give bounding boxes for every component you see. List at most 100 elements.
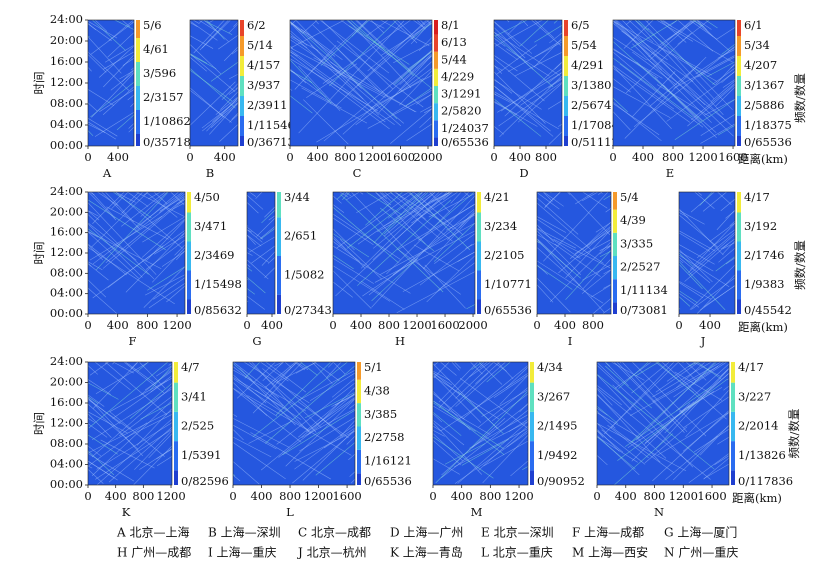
trajectory <box>618 362 649 389</box>
trajectory <box>433 440 462 466</box>
colorbar-label: 1/17084 <box>571 118 619 132</box>
trajectory <box>135 192 185 217</box>
trajectory <box>141 218 185 258</box>
trajectory <box>652 362 722 402</box>
trajectory <box>105 197 185 264</box>
colorbar-label: 3/1291 <box>441 87 481 101</box>
trajectory <box>233 362 253 381</box>
colorbar-segment <box>613 209 617 233</box>
trajectory <box>700 123 735 144</box>
trajectory <box>494 42 518 61</box>
panel-title: N <box>654 505 664 519</box>
trajectory <box>440 372 528 431</box>
trajectory <box>367 20 385 29</box>
trajectory <box>506 48 550 77</box>
trajectory <box>351 20 368 37</box>
y-tick-label: 00:00 <box>50 138 83 152</box>
trajectory <box>333 204 345 213</box>
colorbar-segment <box>530 441 534 471</box>
y-tick-label: 24:00 <box>50 354 83 368</box>
trajectory <box>383 192 429 235</box>
trajectory <box>605 365 652 409</box>
trajectory <box>433 420 465 446</box>
trajectory <box>548 78 562 89</box>
trajectory <box>377 192 452 233</box>
trajectory <box>248 362 322 428</box>
trajectory <box>264 362 297 397</box>
trajectory <box>212 97 238 123</box>
colorbar-segment <box>434 20 438 35</box>
trajectory <box>323 49 432 142</box>
trajectory <box>613 51 667 98</box>
trajectory <box>495 20 528 37</box>
trajectory <box>125 231 185 293</box>
trajectory <box>623 20 654 49</box>
x-tick-label: 400 <box>699 318 721 332</box>
trajectory <box>290 35 319 51</box>
x-tick-label: 0 <box>593 489 600 503</box>
trajectory <box>679 282 704 299</box>
trajectory <box>461 438 509 466</box>
trajectory <box>428 193 475 218</box>
trajectory <box>576 239 611 259</box>
trajectory <box>720 198 735 212</box>
trajectory <box>116 114 134 131</box>
trajectory <box>299 362 318 376</box>
trajectory <box>223 46 238 62</box>
trajectory <box>96 418 172 485</box>
trajectory <box>360 280 405 310</box>
colorbar-segment <box>613 232 617 256</box>
trajectory <box>233 366 284 407</box>
trajectory <box>715 256 735 272</box>
trajectory <box>494 21 521 47</box>
trajectory <box>290 95 313 114</box>
trajectory <box>290 79 342 109</box>
route-legend: F 上海—成都 <box>572 525 644 540</box>
colorbar-label: 0/85632 <box>194 303 242 317</box>
trajectory <box>132 192 183 231</box>
trajectory <box>399 70 432 106</box>
trajectory <box>537 192 560 210</box>
trajectory <box>692 362 728 386</box>
trajectory <box>438 362 479 403</box>
colorbar-label: 4/21 <box>484 190 510 204</box>
trajectory <box>367 93 432 129</box>
plot-frame <box>596 361 730 486</box>
trajectories <box>537 192 611 314</box>
colorbar-segment <box>174 362 178 383</box>
colorbar-label: 0/65536 <box>484 303 532 317</box>
trajectory <box>387 192 423 219</box>
trajectory <box>633 45 735 127</box>
y-tick-label: 00:00 <box>50 306 83 320</box>
y-tick-label: 24:00 <box>50 184 83 198</box>
colorbar-label: 3/234 <box>484 219 517 233</box>
trajectory <box>190 20 218 41</box>
colorbar-segment <box>731 382 735 412</box>
x-tick-label: 1200 <box>402 318 431 332</box>
trajectory <box>478 425 528 471</box>
trajectory <box>673 55 735 89</box>
trajectory <box>259 362 289 382</box>
trajectory <box>712 67 735 85</box>
colorbar-label: 0/65536 <box>364 474 412 488</box>
x-tick-label: 400 <box>261 318 283 332</box>
trajectory <box>597 364 669 431</box>
colorbar-label: 2/3469 <box>194 248 234 262</box>
trajectory <box>323 427 355 449</box>
colorbar-label: 5/34 <box>744 38 770 52</box>
trajectory <box>411 192 459 224</box>
trajectory <box>433 222 475 262</box>
y-tick-label: 20:00 <box>50 204 83 218</box>
trajectory <box>494 58 545 102</box>
trajectory <box>629 366 719 416</box>
trajectory <box>247 234 262 247</box>
trajectory <box>384 192 451 227</box>
colorbar-segment <box>477 299 481 314</box>
trajectory <box>374 192 392 206</box>
trajectory <box>88 222 137 261</box>
trajectory <box>702 192 728 212</box>
colorbar-label: 5/6 <box>143 18 162 32</box>
trajectory <box>392 212 475 276</box>
colorbar-segment <box>530 470 534 485</box>
trajectory <box>433 372 461 396</box>
